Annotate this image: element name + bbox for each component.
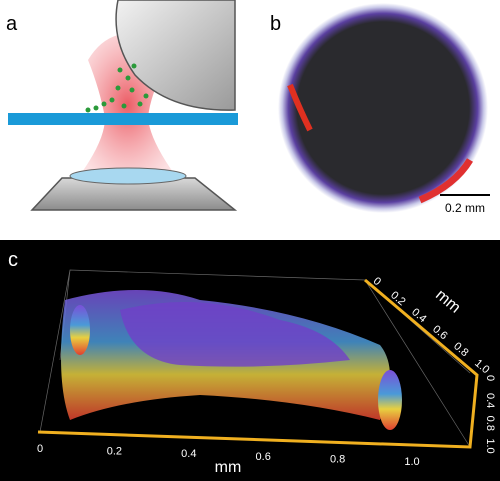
panel-label: a: [6, 13, 18, 35]
hotspot: [287, 83, 313, 132]
x-tick-label: 0.4: [181, 448, 196, 460]
probe-tip: [115, 0, 236, 111]
axes: [37, 278, 479, 449]
x-tick-label: 1.0: [404, 456, 419, 468]
topography: [61, 290, 402, 430]
scale-text: 0.2 mm: [445, 201, 485, 215]
x-tick-label: 0.6: [256, 451, 271, 463]
z-tick-label: 0.4: [484, 393, 496, 408]
panel-c: c 0 0.2 0.4 0.6 0.8 1.000.20.40.60.81.000.40.…: [0, 240, 500, 481]
panel-a: a: [6, 0, 238, 211]
z-tick-label: 0.8: [484, 416, 496, 431]
z-tick-label: 1.0: [484, 438, 496, 453]
x-tick-label: 0: [37, 443, 43, 455]
panel-label: b: [270, 13, 281, 35]
x-tick-label: 0.2: [107, 446, 122, 458]
x-tick-label: 0.8: [330, 453, 345, 465]
lens: [69, 167, 187, 185]
panel-b: b 0.2 mm: [270, 3, 490, 215]
substrate: [8, 113, 238, 125]
sample-image: [278, 3, 488, 213]
hotspot: [418, 158, 474, 204]
panel-label: c: [8, 249, 18, 271]
x-axis-label: mm: [215, 459, 242, 476]
particles: [85, 63, 149, 113]
z-tick-label: 0: [484, 375, 496, 381]
